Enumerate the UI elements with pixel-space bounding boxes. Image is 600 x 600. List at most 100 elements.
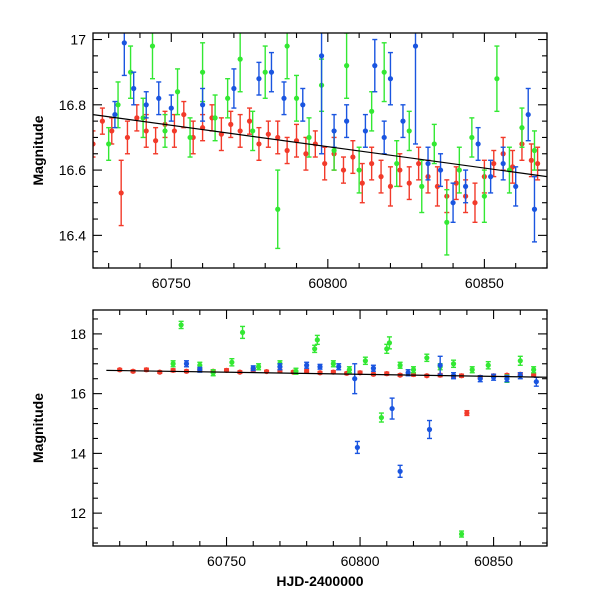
data-point [491, 149, 497, 178]
data-point [369, 91, 375, 132]
marker [268, 69, 275, 75]
y-tick-label: 16.4 [59, 227, 86, 243]
data-point [387, 51, 394, 106]
marker [314, 337, 320, 343]
marker [112, 111, 118, 118]
marker [381, 134, 387, 141]
marker [475, 141, 481, 147]
x-tick-label: 60750 [207, 553, 246, 569]
data-point [312, 130, 318, 158]
data-point [231, 68, 237, 109]
data-point [127, 45, 134, 99]
data-point [293, 123, 300, 158]
marker [277, 364, 283, 370]
data-point [256, 61, 262, 96]
data-point [312, 344, 318, 354]
data-point [115, 81, 121, 129]
marker [237, 56, 243, 62]
trend-line [93, 114, 547, 178]
data-point [525, 87, 531, 142]
data-point [359, 162, 365, 204]
data-point [277, 363, 283, 371]
marker [118, 190, 124, 196]
data-point [381, 120, 387, 155]
data-point [464, 409, 470, 417]
marker [250, 128, 256, 134]
data-point [109, 117, 115, 145]
marker [140, 115, 146, 121]
marker [500, 160, 506, 167]
data-point [229, 357, 235, 367]
data-point [354, 440, 360, 455]
marker [344, 63, 350, 69]
data-point [168, 94, 174, 122]
y-tick-label: 16 [70, 386, 86, 402]
data-point [170, 360, 176, 368]
data-point [157, 369, 163, 375]
data-point [372, 38, 378, 93]
data-point [386, 336, 393, 350]
data-point [412, 33, 419, 145]
data-point [174, 68, 181, 116]
marker [437, 362, 443, 368]
data-point [531, 130, 538, 171]
marker [157, 369, 163, 375]
marker [453, 180, 459, 186]
marker [340, 167, 347, 173]
y-tick-label: 12 [70, 505, 86, 521]
data-point [405, 369, 411, 377]
x-axis-label: HJD-2400000 [276, 573, 363, 589]
marker [513, 183, 519, 190]
marker [256, 76, 262, 82]
marker [535, 160, 541, 167]
data-point [394, 140, 400, 188]
marker [255, 364, 262, 370]
y-axis-label: Magnitude [30, 393, 46, 463]
marker [369, 108, 375, 114]
data-point [426, 419, 433, 440]
marker [197, 367, 203, 373]
data-point [183, 360, 190, 368]
marker [115, 102, 121, 108]
data-point [533, 376, 539, 387]
marker [293, 368, 299, 374]
data-point [488, 159, 494, 194]
marker [229, 359, 235, 365]
x-tick-label: 60750 [152, 275, 191, 291]
marker [405, 370, 411, 376]
data-point [462, 169, 469, 204]
marker [281, 95, 287, 101]
data-point [410, 366, 417, 374]
marker [450, 361, 457, 367]
data-point [178, 320, 184, 330]
data-point [500, 146, 506, 181]
marker [181, 111, 187, 118]
marker [412, 43, 419, 49]
data-point [199, 87, 206, 122]
marker [304, 362, 310, 368]
marker [444, 219, 450, 225]
marker [275, 206, 281, 212]
marker [131, 85, 137, 92]
data-point [397, 464, 403, 478]
data-point [268, 51, 275, 93]
marker [197, 362, 203, 368]
data-point [250, 110, 256, 152]
marker [239, 329, 246, 336]
marker [121, 40, 127, 46]
data-point [117, 367, 123, 373]
data-point [344, 104, 350, 139]
data-point [284, 136, 290, 165]
data-point [424, 353, 430, 363]
y-tick-label: 14 [70, 445, 86, 461]
plot-area [106, 320, 547, 538]
marker [156, 95, 162, 101]
marker [531, 367, 537, 373]
marker [397, 167, 403, 173]
marker [384, 371, 390, 377]
data-point [156, 81, 162, 116]
data-point [153, 126, 159, 155]
marker [162, 128, 168, 134]
data-point [300, 87, 306, 122]
data-point [406, 166, 412, 201]
